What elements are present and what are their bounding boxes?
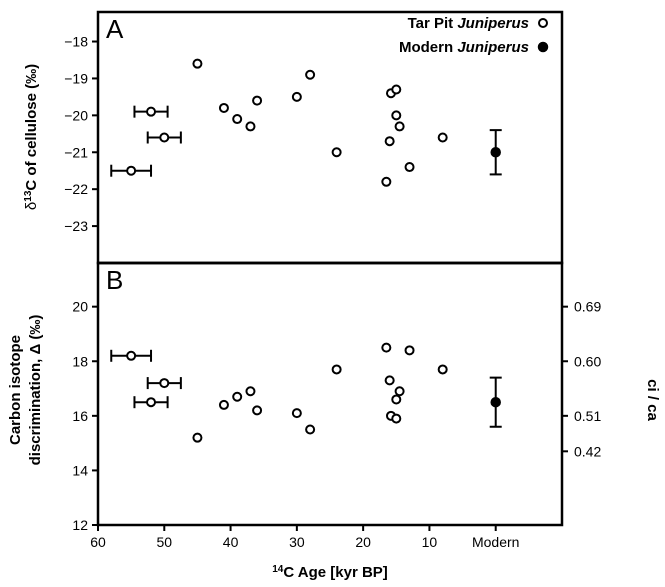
- panel-b-y-tick-label: 20: [72, 299, 88, 315]
- panel-a-y-tick-label: −21: [64, 144, 88, 160]
- panel-a-tar-pit-point: [384, 136, 395, 147]
- right-tick-label: 0.69: [574, 299, 601, 315]
- panel-a-y-tick-label: −19: [64, 70, 88, 86]
- panel-a-tar-pit-point: [252, 95, 263, 106]
- x-tick-label: Modern: [472, 534, 519, 550]
- right-tick-label: 0.42: [574, 443, 601, 459]
- panel-a-y-tick-label: −22: [64, 181, 88, 197]
- panel-b-ylabel-line2: discrimination, Δ (‰): [27, 315, 44, 466]
- panel-a-tar-pit-point: [391, 110, 402, 121]
- panel-b-y-tick-label: 18: [72, 353, 88, 369]
- panel-b-tar-pit-point: [391, 413, 402, 424]
- panel-b-tar-pit-point: [146, 397, 157, 408]
- panel-b-tar-pit-point: [437, 364, 448, 375]
- legend-entry-tar-pit: Tar Pit Juniperus: [408, 15, 529, 32]
- x-axis-label: 14C Age [kyr BP]: [272, 564, 388, 582]
- panel-a-y-tick-label: −20: [64, 107, 88, 123]
- x-tick-label: 60: [90, 534, 106, 550]
- panel-a-tar-pit-point: [232, 114, 243, 125]
- panel-a-tar-pit-point: [146, 106, 157, 117]
- panel-b-tar-pit-point: [252, 405, 263, 416]
- right-tick-label: 0.60: [574, 353, 601, 369]
- panel-a-tar-pit-point: [437, 132, 448, 143]
- panel-b-tar-pit-point: [291, 408, 302, 419]
- panel-b-tar-pit-point: [245, 386, 256, 397]
- panel-b-frame: [96, 261, 564, 527]
- panel-b-tar-pit-point: [126, 350, 137, 361]
- x-tick-label: 30: [289, 534, 305, 550]
- panel-b-letter: B: [106, 265, 123, 295]
- right-axis-label: ci / ca: [644, 379, 661, 421]
- x-tick-label: 10: [422, 534, 438, 550]
- panel-a-tar-pit-point: [391, 84, 402, 95]
- marks-layer: [110, 58, 502, 443]
- panel-b-y-tick-label: 14: [72, 462, 88, 478]
- panel-a-tar-pit-point: [305, 69, 316, 80]
- panel-a-tar-pit-point: [159, 132, 170, 143]
- legend-marker-open: [538, 18, 548, 28]
- panel-b-tar-pit-point: [232, 391, 243, 402]
- panel-b-tar-pit-point: [391, 394, 402, 405]
- panel-a-tar-pit-point: [126, 165, 137, 176]
- panel-frames: [96, 10, 564, 527]
- panel-a-tar-pit-point: [245, 121, 256, 132]
- panel-b-y-tick-label: 12: [72, 517, 88, 533]
- panel-b-modern-point: [490, 396, 501, 408]
- panel-b-tar-pit-point: [159, 378, 170, 389]
- panel-b-tar-pit-point: [192, 432, 203, 443]
- panel-b-tar-pit-point: [331, 364, 342, 375]
- panel-b-tar-pit-point: [394, 386, 405, 397]
- x-tick-label: 50: [156, 534, 172, 550]
- panel-a-letter: A: [106, 14, 124, 44]
- panel-a-tar-pit-point: [404, 162, 415, 173]
- panel-a-y-tick-label: −23: [64, 218, 88, 234]
- x-tick-label: 20: [355, 534, 371, 550]
- panel-a-modern-point: [490, 147, 501, 158]
- panel-a-tar-pit-point: [218, 102, 229, 113]
- panel-a-tar-pit-point: [381, 176, 392, 187]
- panel-b-ylabel-line1: Carbon isotope: [7, 335, 24, 445]
- panel-b-tar-pit-point: [305, 424, 316, 435]
- panel-a-tar-pit-point: [192, 58, 203, 69]
- panel-a-tar-pit-point: [331, 147, 342, 158]
- panel-b-tar-pit-point: [404, 345, 415, 356]
- ticks-layer: 60 50 40 30 20 10 Modern −18 −19 −20 −21 −22 −23 12 14…: [64, 34, 601, 550]
- panel-a-tar-pit-point: [291, 91, 302, 102]
- x-tick-label: 40: [223, 534, 239, 550]
- panel-a-tar-pit-point: [394, 121, 405, 132]
- panel-a-y-tick-label: −18: [64, 34, 88, 50]
- right-tick-label: 0.51: [574, 408, 601, 424]
- legend-marker-filled: [537, 41, 549, 53]
- legend: Tar Pit Juniperus Modern Juniperus: [399, 15, 549, 56]
- panel-b-tar-pit-point: [381, 342, 392, 353]
- panel-b-y-tick-label: 16: [72, 408, 88, 424]
- legend-entry-modern: Modern Juniperus: [399, 39, 529, 56]
- panel-a-ylabel: δ13C of cellulose (‰): [23, 64, 41, 210]
- panel-b-tar-pit-point: [218, 399, 229, 410]
- panel-b-tar-pit-point: [384, 375, 395, 386]
